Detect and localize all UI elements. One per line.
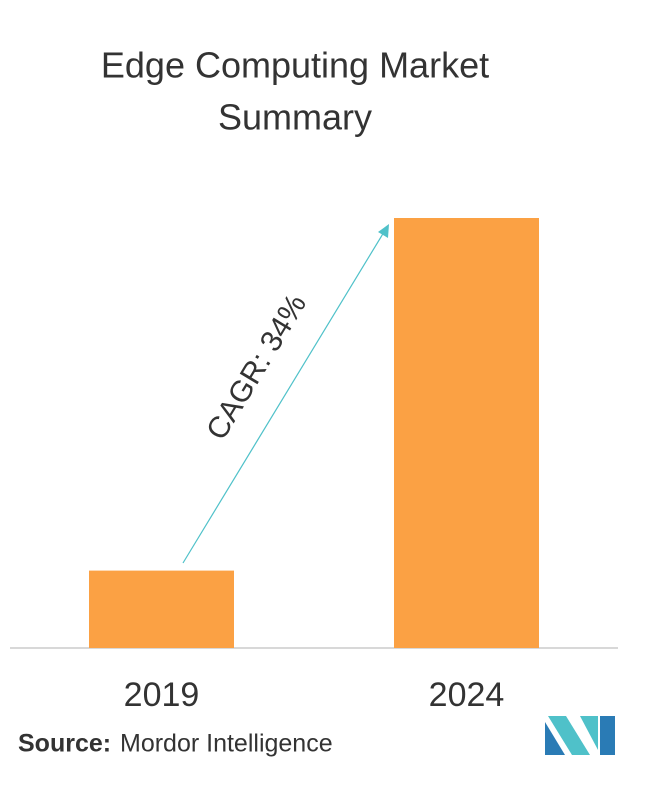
x-tick-label: 2019	[124, 676, 200, 714]
bar	[89, 570, 234, 648]
source-label: Source:	[18, 730, 111, 758]
cagr-arrow	[182, 231, 385, 564]
cagr-label: CAGR: 34%	[200, 289, 313, 446]
bar	[394, 218, 539, 648]
chart-title: Edge Computing Market	[101, 45, 489, 86]
chart-title: Summary	[218, 97, 372, 138]
arrow-head	[378, 224, 389, 238]
x-tick-label: 2024	[429, 676, 505, 714]
source: Mordor Intelligence	[120, 730, 333, 758]
logo	[545, 716, 615, 755]
